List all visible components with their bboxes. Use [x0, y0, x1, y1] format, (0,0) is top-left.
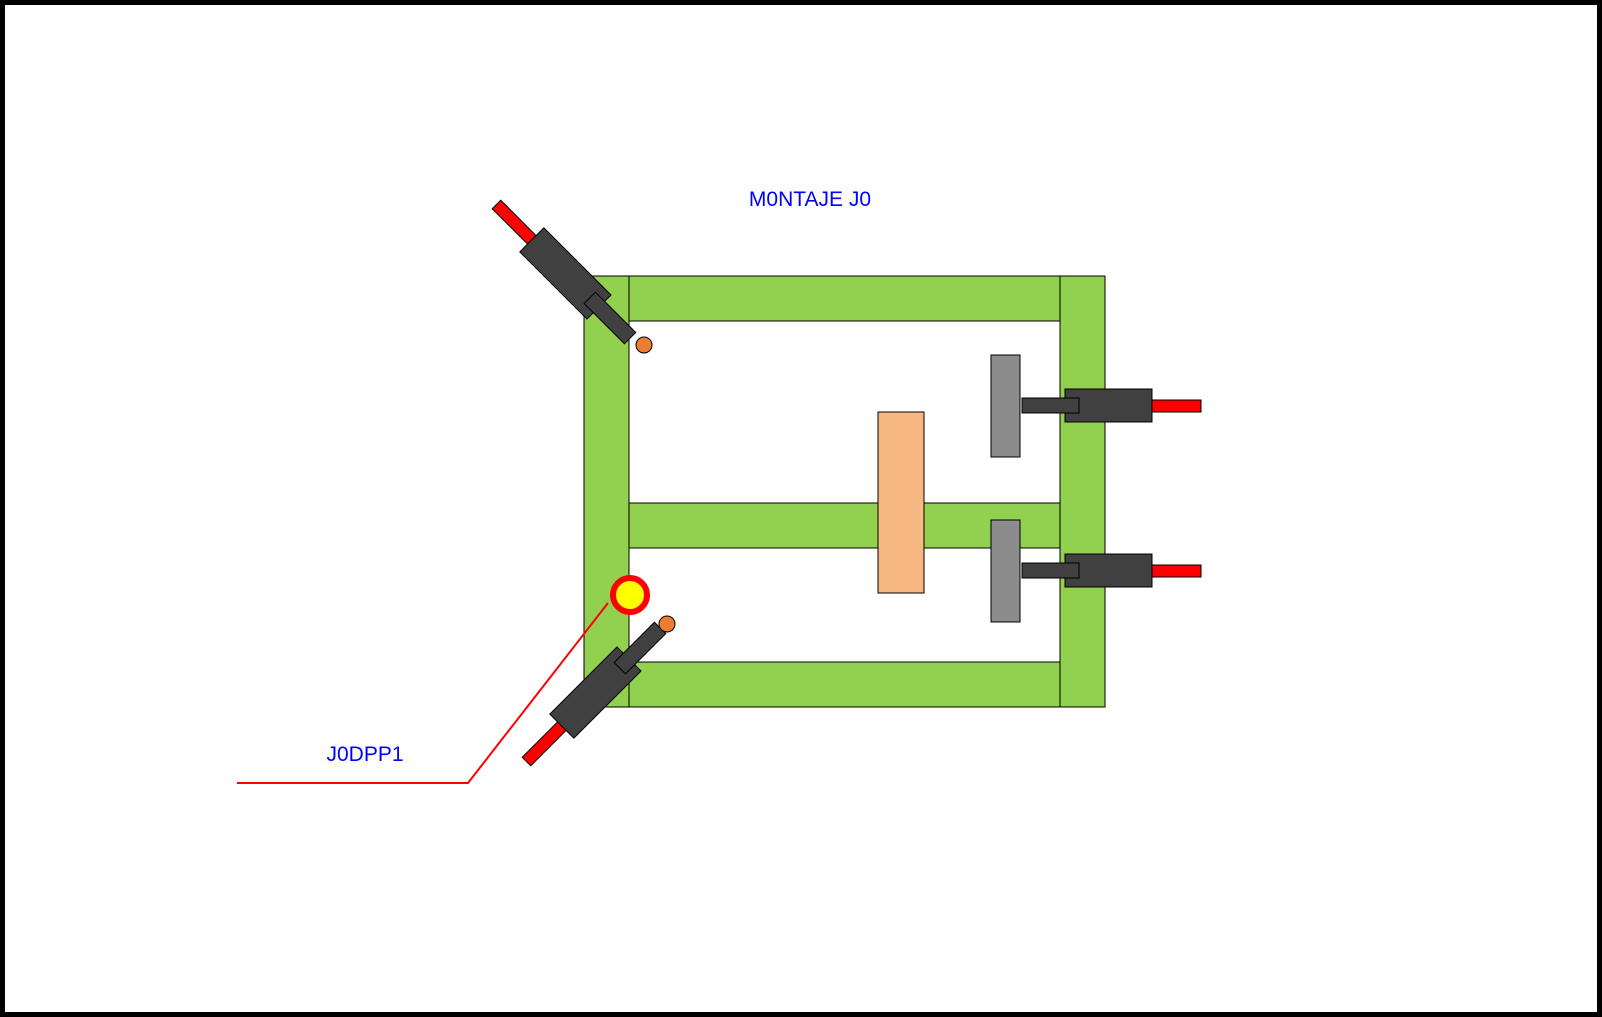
diagonal-cylinder-top — [491, 199, 637, 345]
frame-left-bar — [583, 275, 630, 708]
fixture-frame — [583, 275, 1106, 708]
cylinder-piston — [583, 291, 637, 345]
cylinder-piston — [1021, 397, 1080, 414]
right-cylinder-lower — [1021, 553, 1202, 588]
workpiece — [877, 411, 925, 594]
frame-middle-bar — [628, 502, 1061, 549]
diagram-title: M0NTAJE J0 — [749, 188, 871, 211]
callout-leader-line — [237, 602, 609, 784]
right-cylinder-upper — [1021, 388, 1202, 423]
clamp-pad-lower — [990, 519, 1021, 623]
frame-right-bar — [1059, 275, 1106, 708]
cylinder-rod — [1151, 399, 1202, 413]
frame-top-bar — [628, 275, 1061, 322]
diagonal-cylinder-bottom — [521, 621, 667, 767]
clamp-pad-upper — [990, 354, 1021, 458]
cylinder-piston — [1021, 562, 1080, 579]
cylinder-rod — [1151, 564, 1202, 578]
callout-label: J0DPP1 — [326, 743, 403, 766]
pin-tip-bottom — [658, 615, 676, 633]
pin-tip-top — [635, 336, 653, 354]
frame-bottom-bar — [628, 661, 1061, 708]
location-marker — [610, 575, 650, 615]
